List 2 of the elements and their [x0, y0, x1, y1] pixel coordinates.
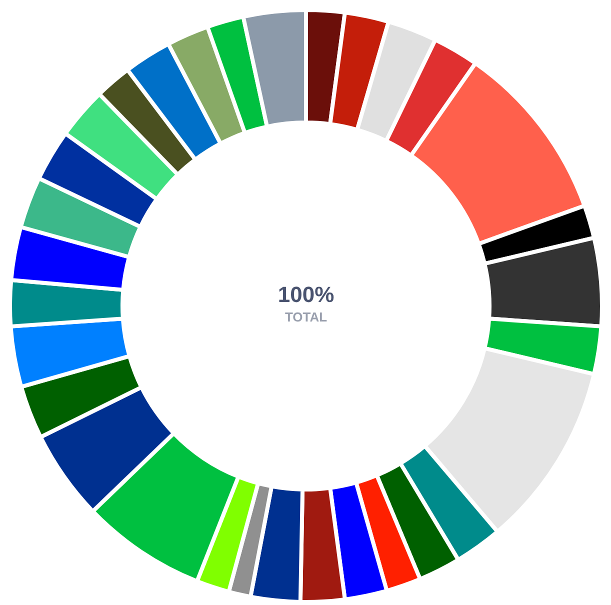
text: TOTAL	[284, 310, 328, 325]
text: 100%	[278, 282, 334, 308]
